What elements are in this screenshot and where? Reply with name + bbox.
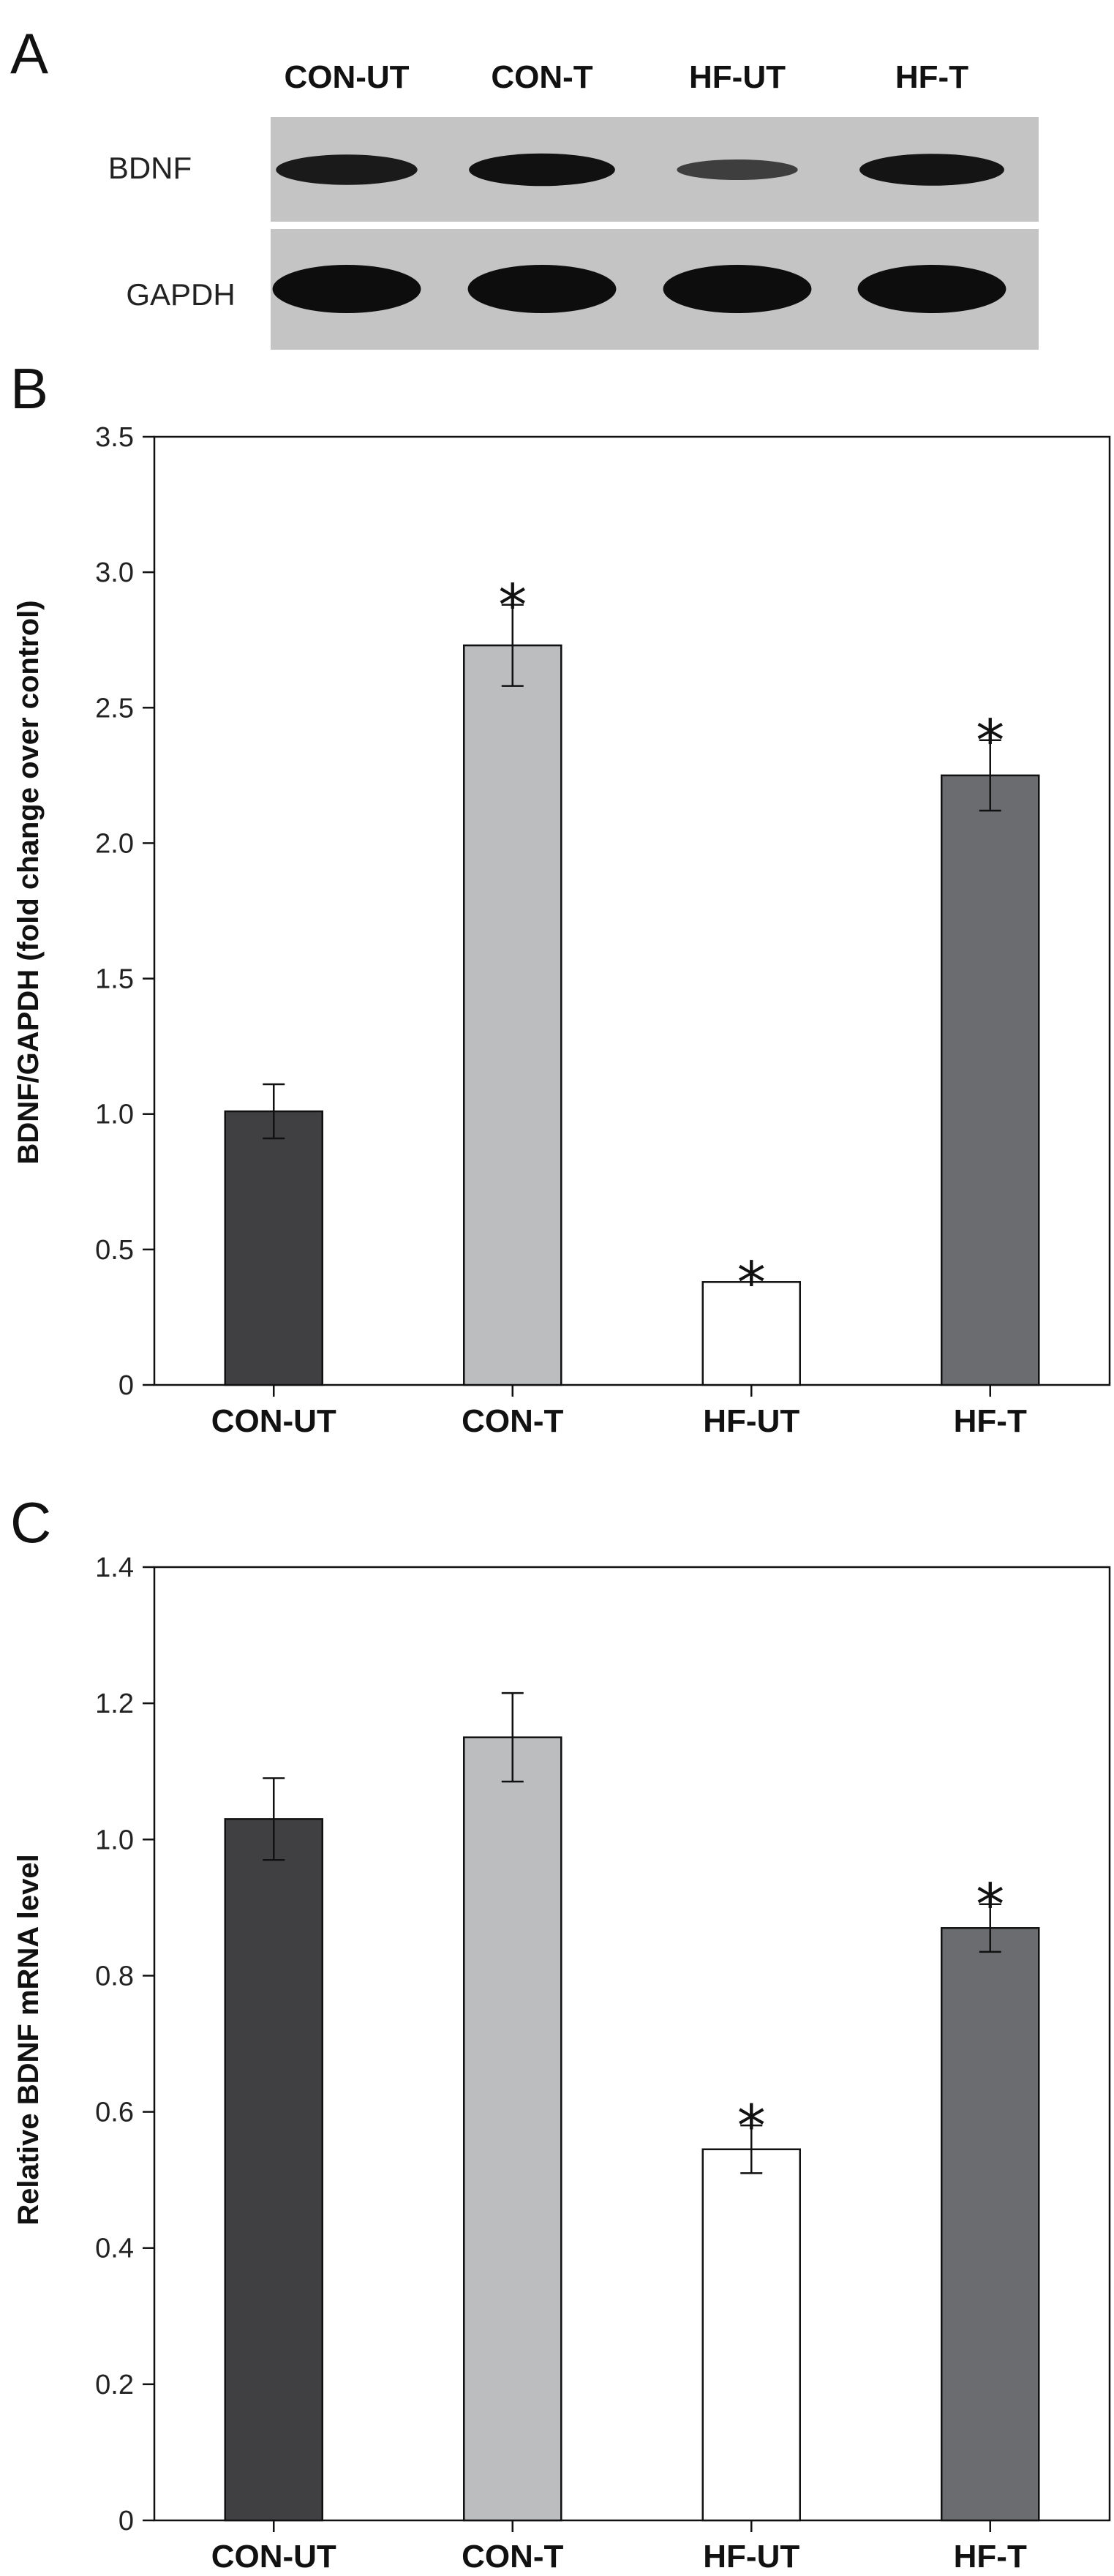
x-category-label: HF-T (954, 2539, 1027, 2575)
y-tick-label: 0 (118, 2506, 134, 2536)
y-axis-title-c: Relative BDNF mRNA level (12, 1854, 45, 2226)
plot-frame (153, 1566, 1111, 2522)
y-tick-label: 0.6 (95, 2098, 134, 2128)
blot-band-gapdh (857, 265, 1006, 313)
blot-band-gapdh (467, 265, 617, 313)
significance-marker: * (737, 2094, 766, 2160)
blot-band-bdnf (469, 153, 615, 187)
y-tick-label: 0.5 (95, 1235, 134, 1266)
y-tick-label: 0 (118, 1370, 134, 1401)
x-category-label: HF-UT (703, 1403, 799, 1439)
blot-band-bdnf (859, 154, 1004, 186)
blot-bands (272, 153, 1006, 313)
blot-lane-label: HF-UT (689, 59, 786, 95)
panel-b-letter: B (10, 356, 48, 421)
panel-c: C Relative BDNF mRNA level 0 0.2 0.4 0.6 0.8… (10, 1490, 1111, 2575)
blot-band-gapdh (272, 265, 421, 313)
x-category-label: CON-T (462, 1403, 563, 1439)
y-tick-label: 3.0 (95, 557, 134, 588)
y-tick-label: 1.5 (95, 964, 134, 995)
bar-con-ut (224, 1818, 323, 2522)
significance-marker: * (737, 1250, 766, 1316)
bar-hf-ut (701, 1281, 801, 1386)
x-category-label: CON-UT (211, 2539, 336, 2575)
y-tick-label: 1.0 (95, 1100, 134, 1130)
y-tick-label: 3.5 (95, 422, 134, 453)
panel-a: A CON-UT CON-T HF-UT HF-T BDNF GAPDH (10, 21, 1039, 350)
y-tick-label: 0.2 (95, 2370, 134, 2400)
y-tick-label: 1.2 (95, 1689, 134, 1719)
plot-frame (153, 435, 1111, 1386)
panel-a-letter: A (10, 21, 48, 86)
blot-lane-label: CON-UT (284, 59, 409, 95)
bar-hf-t (941, 1927, 1040, 2522)
y-tick-label: 1.4 (95, 1552, 134, 1583)
bar-chart-c: 0 0.2 0.4 0.6 0.8 1.0 1.2 1.4 CON-UT CON-T * HF-UT *… (95, 1552, 1111, 2575)
significance-marker: * (976, 1873, 1004, 1939)
panel-b: B BDNF/GAPDH (fold change over control) … (10, 356, 1111, 1439)
significance-marker: * (498, 574, 527, 639)
x-category-label: HF-UT (703, 2539, 799, 2575)
significance-marker: * (976, 709, 1004, 775)
blot-row-label-bdnf: BDNF (108, 151, 192, 185)
blot-band-bdnf (677, 159, 798, 181)
panel-c-letter: C (10, 1490, 51, 1555)
x-category-label: HF-T (954, 1403, 1027, 1439)
bar-hf-ut (701, 2148, 801, 2522)
blot-lane-label: HF-T (895, 59, 968, 95)
x-category-label: CON-T (462, 2539, 563, 2575)
blot-band-bdnf (276, 154, 418, 185)
x-category-label: CON-UT (211, 1403, 336, 1439)
y-tick-label: 2.0 (95, 828, 134, 859)
bar-con-t (463, 644, 562, 1386)
y-tick-label: 1.0 (95, 1825, 134, 1855)
y-tick-label: 2.5 (95, 693, 134, 724)
blot-lane-label: CON-T (491, 59, 592, 95)
blot-row-label-gapdh: GAPDH (126, 277, 235, 312)
bar-con-ut (224, 1110, 323, 1386)
y-axis-title-b: BDNF/GAPDH (fold change over control) (12, 600, 45, 1164)
y-tick-label: 0.4 (95, 2234, 134, 2264)
y-tick-label: 0.8 (95, 1961, 134, 1991)
bar-chart-b: 0 0.5 1.0 1.5 2.0 2.5 3.0 3.5 CON-UT * CON-T * HF-UT… (95, 422, 1111, 1439)
blot-band-gapdh (663, 265, 812, 313)
bar-con-t (463, 1736, 562, 2522)
bar-hf-t (941, 774, 1040, 1386)
